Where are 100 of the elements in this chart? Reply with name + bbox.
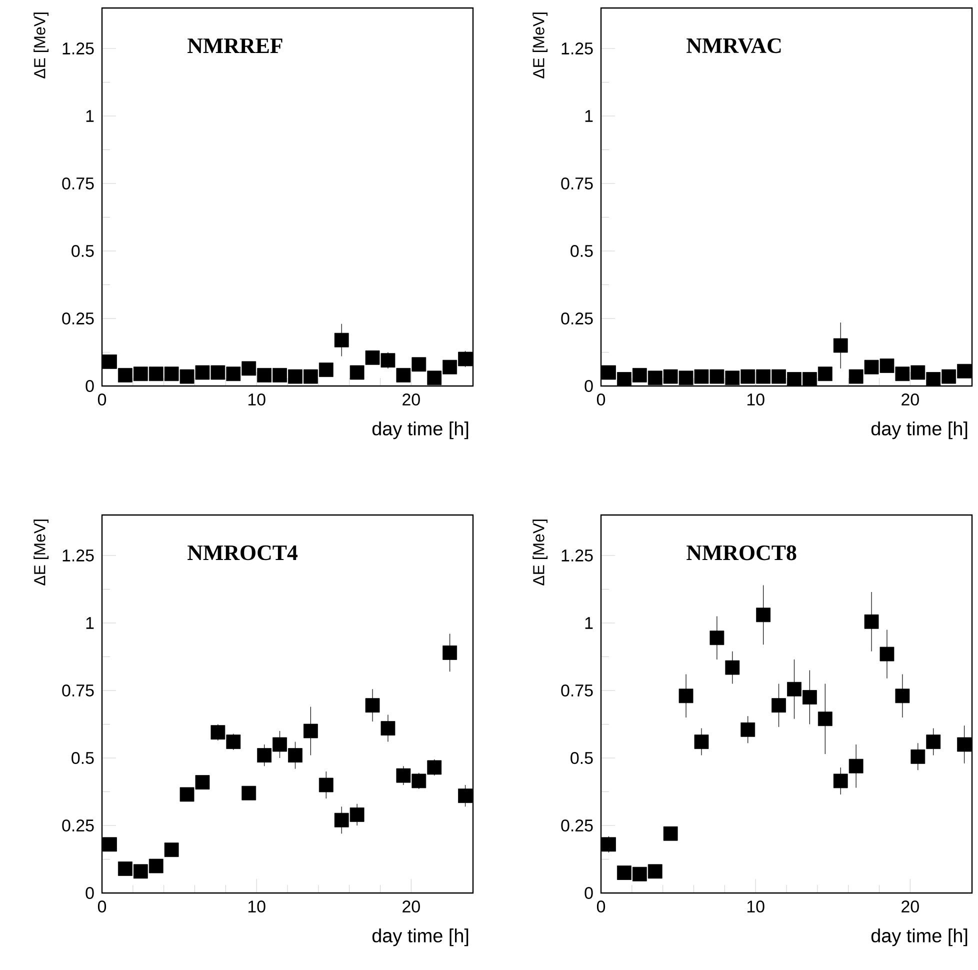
point	[772, 698, 786, 713]
point	[102, 837, 117, 852]
point	[380, 353, 396, 368]
y-tick-label: 1	[86, 617, 94, 629]
y-tick-label: 0.25	[62, 312, 94, 324]
x-tick-label: 10	[248, 394, 266, 406]
point	[787, 372, 802, 386]
point	[257, 368, 272, 382]
point	[895, 688, 910, 704]
y-tick-label: 0.5	[72, 244, 94, 257]
point	[180, 369, 194, 384]
point	[848, 758, 864, 774]
point	[632, 368, 647, 382]
x-axis-title: day time [h]	[871, 422, 968, 440]
point	[210, 725, 226, 740]
point	[648, 864, 662, 879]
point	[303, 724, 318, 738]
y-axis-title: ΔE [MeV]	[34, 12, 48, 78]
x-tick-label: 20	[402, 394, 420, 406]
point	[910, 365, 926, 380]
y-tick-label: 1.25	[562, 550, 593, 562]
point	[864, 614, 879, 629]
point	[802, 372, 817, 386]
y-tick-label: 1	[86, 110, 94, 122]
point	[133, 366, 148, 382]
point	[272, 737, 287, 752]
point	[318, 778, 334, 792]
y-tick-label: 0.5	[570, 244, 593, 257]
y-axis-title: ΔE [MeV]	[532, 12, 548, 78]
y-axis-title: ΔE [MeV]	[34, 520, 48, 586]
point	[133, 864, 148, 879]
point	[242, 786, 256, 800]
y-tick-label: 0.75	[561, 684, 593, 696]
point	[833, 338, 848, 353]
x-tick-label: 20	[402, 900, 420, 913]
point	[725, 370, 740, 386]
point	[694, 734, 709, 749]
text: NMRVAC	[686, 38, 781, 54]
point	[257, 748, 272, 762]
point	[396, 368, 411, 382]
y-tick-label: 1.25	[562, 42, 593, 54]
y-tick-label: 0.25	[62, 820, 94, 832]
point	[195, 775, 210, 790]
point	[632, 866, 647, 882]
y-tick-label: 0	[584, 887, 593, 899]
point	[895, 366, 910, 382]
point	[957, 737, 972, 752]
text: NMROCT4	[188, 545, 298, 560]
point	[880, 358, 894, 373]
point	[350, 365, 364, 380]
point	[427, 760, 442, 775]
point	[288, 748, 302, 762]
y-tick-label: 0.75	[62, 684, 94, 696]
point	[910, 749, 926, 764]
point	[303, 369, 318, 384]
point	[648, 370, 662, 386]
y-axis-title: ΔE [MeV]	[532, 520, 548, 586]
point	[818, 712, 832, 726]
point	[616, 866, 632, 880]
point	[334, 332, 349, 348]
point	[678, 370, 694, 386]
x-tick-label: 10	[248, 900, 266, 913]
point	[442, 645, 458, 660]
point	[926, 734, 941, 749]
point	[772, 369, 786, 384]
point	[802, 690, 817, 704]
y-tick-label: 0.75	[561, 177, 593, 190]
point	[756, 369, 771, 384]
point	[118, 862, 132, 876]
text: NMRREF	[188, 38, 282, 53]
point	[710, 369, 724, 384]
x-tick-label: 0	[596, 394, 606, 406]
point	[710, 630, 724, 646]
y-tick-label: 0.25	[561, 820, 593, 832]
point	[350, 808, 364, 822]
point	[396, 768, 411, 783]
x-tick-label: 10	[747, 900, 764, 913]
y-tick-label: 0	[584, 380, 593, 392]
point	[957, 364, 972, 378]
point	[288, 369, 302, 384]
point	[180, 787, 194, 802]
point	[740, 722, 756, 737]
text: NMROCT8	[686, 545, 796, 560]
y-tick-label: 0.25	[561, 312, 593, 324]
point	[458, 788, 472, 803]
point	[412, 357, 426, 372]
x-tick-label: 20	[902, 900, 919, 913]
point	[195, 365, 210, 380]
point	[318, 362, 334, 377]
point	[787, 682, 802, 696]
point	[210, 365, 226, 380]
point	[412, 774, 426, 788]
point	[272, 368, 287, 382]
y-tick-label: 0	[86, 887, 94, 899]
point	[678, 688, 694, 704]
point	[365, 698, 380, 713]
y-tick-label: 1	[585, 617, 593, 629]
point	[756, 608, 771, 622]
point	[148, 366, 164, 382]
point	[164, 366, 179, 382]
